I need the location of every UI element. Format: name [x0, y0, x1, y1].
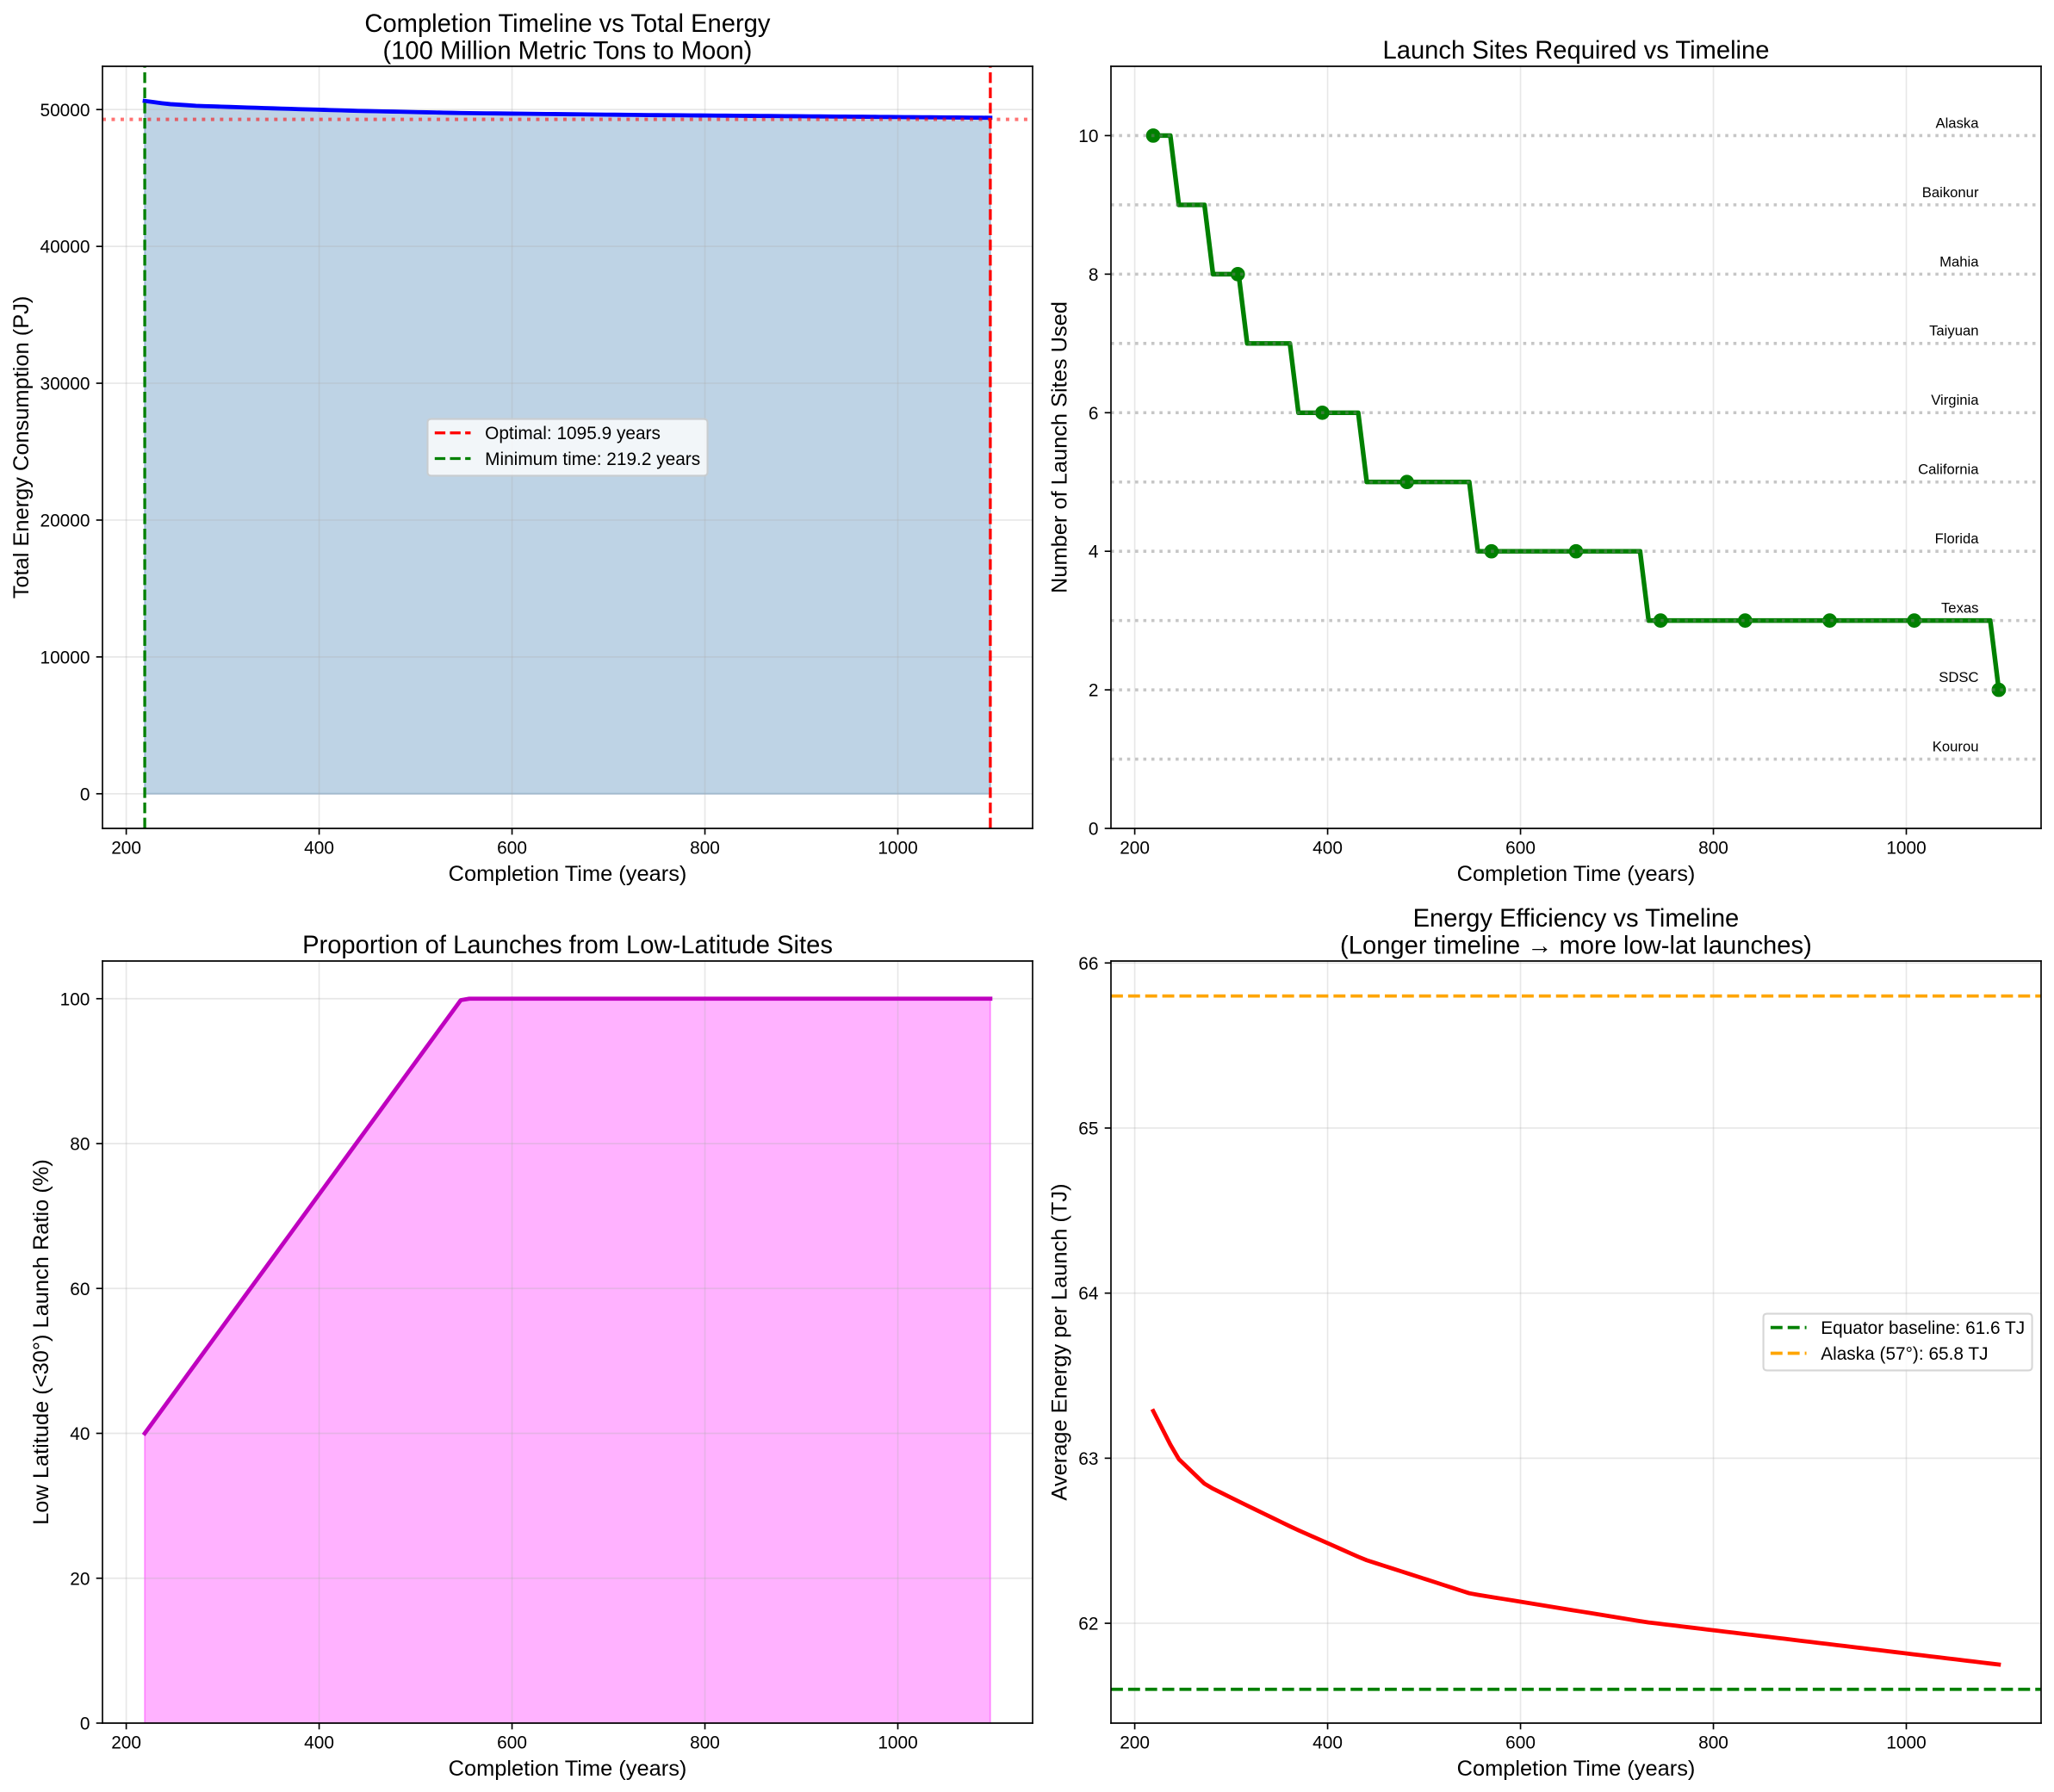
svg-text:California: California — [1918, 462, 1979, 478]
svg-text:200: 200 — [111, 839, 141, 859]
svg-text:Alaska: Alaska — [1936, 115, 1980, 131]
svg-text:600: 600 — [1505, 839, 1536, 859]
svg-text:Total Energy Consumption (PJ): Total Energy Consumption (PJ) — [9, 296, 34, 599]
svg-text:Completion Timeline vs Total E: Completion Timeline vs Total Energy — [364, 10, 770, 38]
svg-text:600: 600 — [1505, 1733, 1536, 1753]
svg-text:50000: 50000 — [40, 101, 90, 121]
svg-text:40: 40 — [70, 1424, 90, 1444]
svg-text:Average Energy per Launch (TJ): Average Energy per Launch (TJ) — [1048, 1183, 1072, 1500]
svg-text:65: 65 — [1078, 1119, 1098, 1139]
svg-text:40000: 40000 — [40, 238, 90, 257]
svg-text:Completion Time (years): Completion Time (years) — [449, 862, 687, 886]
svg-text:62: 62 — [1078, 1615, 1098, 1634]
svg-text:800: 800 — [1698, 1733, 1728, 1753]
svg-text:400: 400 — [1312, 1733, 1343, 1753]
svg-text:2: 2 — [1089, 681, 1099, 701]
svg-text:Proportion of Launches from Lo: Proportion of Launches from Low-Latitude… — [302, 932, 833, 959]
svg-text:Completion Time (years): Completion Time (years) — [1457, 1757, 1696, 1781]
svg-text:Texas: Texas — [1941, 600, 1979, 617]
svg-text:Minimum time: 219.2 years: Minimum time: 219.2 years — [485, 450, 700, 469]
svg-text:Optimal: 1095.9 years: Optimal: 1095.9 years — [485, 424, 661, 443]
svg-text:0: 0 — [80, 1714, 90, 1734]
svg-text:6: 6 — [1089, 404, 1099, 424]
svg-text:200: 200 — [1120, 839, 1150, 859]
svg-text:0: 0 — [80, 784, 90, 804]
svg-text:63: 63 — [1078, 1449, 1098, 1469]
svg-text:Kourou: Kourou — [1933, 738, 1979, 754]
svg-text:400: 400 — [1312, 839, 1343, 859]
svg-text:600: 600 — [497, 1733, 527, 1753]
svg-text:200: 200 — [111, 1733, 141, 1753]
svg-text:10: 10 — [1078, 127, 1098, 146]
svg-text:400: 400 — [304, 1733, 334, 1753]
svg-text:Virginia: Virginia — [1931, 392, 1979, 408]
svg-text:Alaska (57°): 65.8 TJ: Alaska (57°): 65.8 TJ — [1821, 1344, 1988, 1364]
svg-text:Florida: Florida — [1935, 530, 1980, 547]
svg-text:100: 100 — [60, 989, 90, 1009]
svg-text:1000: 1000 — [878, 1733, 917, 1753]
svg-text:Mahia: Mahia — [1939, 253, 1979, 270]
svg-text:1000: 1000 — [1886, 839, 1926, 859]
svg-text:Launch Sites Required vs Timel: Launch Sites Required vs Timeline — [1383, 37, 1770, 65]
svg-text:Completion Time (years): Completion Time (years) — [1457, 862, 1696, 886]
svg-text:20000: 20000 — [40, 512, 90, 531]
svg-text:1000: 1000 — [878, 839, 917, 859]
svg-text:4: 4 — [1089, 543, 1099, 562]
svg-text:(Longer timeline → more low-la: (Longer timeline → more low-lat launches… — [1340, 932, 1812, 959]
svg-text:SDSC: SDSC — [1939, 669, 1978, 685]
svg-text:Number of Launch Sites Used: Number of Launch Sites Used — [1048, 301, 1072, 593]
svg-text:200: 200 — [1120, 1733, 1150, 1753]
svg-text:8: 8 — [1089, 265, 1099, 285]
svg-text:800: 800 — [1698, 839, 1728, 859]
svg-text:60: 60 — [70, 1280, 90, 1299]
svg-text:(100 Million Metric Tons to Mo: (100 Million Metric Tons to Moon) — [382, 37, 752, 65]
svg-text:Equator baseline: 61.6 TJ: Equator baseline: 61.6 TJ — [1821, 1318, 2025, 1338]
svg-text:20: 20 — [70, 1569, 90, 1589]
svg-text:800: 800 — [690, 839, 720, 859]
svg-text:Baikonur: Baikonur — [1922, 184, 1979, 201]
svg-text:1000: 1000 — [1886, 1733, 1926, 1753]
svg-text:0: 0 — [1089, 820, 1099, 840]
svg-text:66: 66 — [1078, 954, 1098, 974]
svg-text:Completion Time (years): Completion Time (years) — [449, 1757, 687, 1781]
svg-text:Taiyuan: Taiyuan — [1929, 323, 1978, 339]
svg-text:80: 80 — [70, 1135, 90, 1155]
svg-text:10000: 10000 — [40, 648, 90, 667]
svg-text:800: 800 — [690, 1733, 720, 1753]
svg-text:30000: 30000 — [40, 375, 90, 394]
svg-text:Energy Efficiency vs Timeline: Energy Efficiency vs Timeline — [1413, 905, 1740, 933]
svg-text:600: 600 — [497, 839, 527, 859]
svg-text:64: 64 — [1078, 1284, 1098, 1304]
svg-text:400: 400 — [304, 839, 334, 859]
svg-text:Low Latitude (<30°) Launch Rat: Low Latitude (<30°) Launch Ratio (%) — [29, 1159, 53, 1525]
